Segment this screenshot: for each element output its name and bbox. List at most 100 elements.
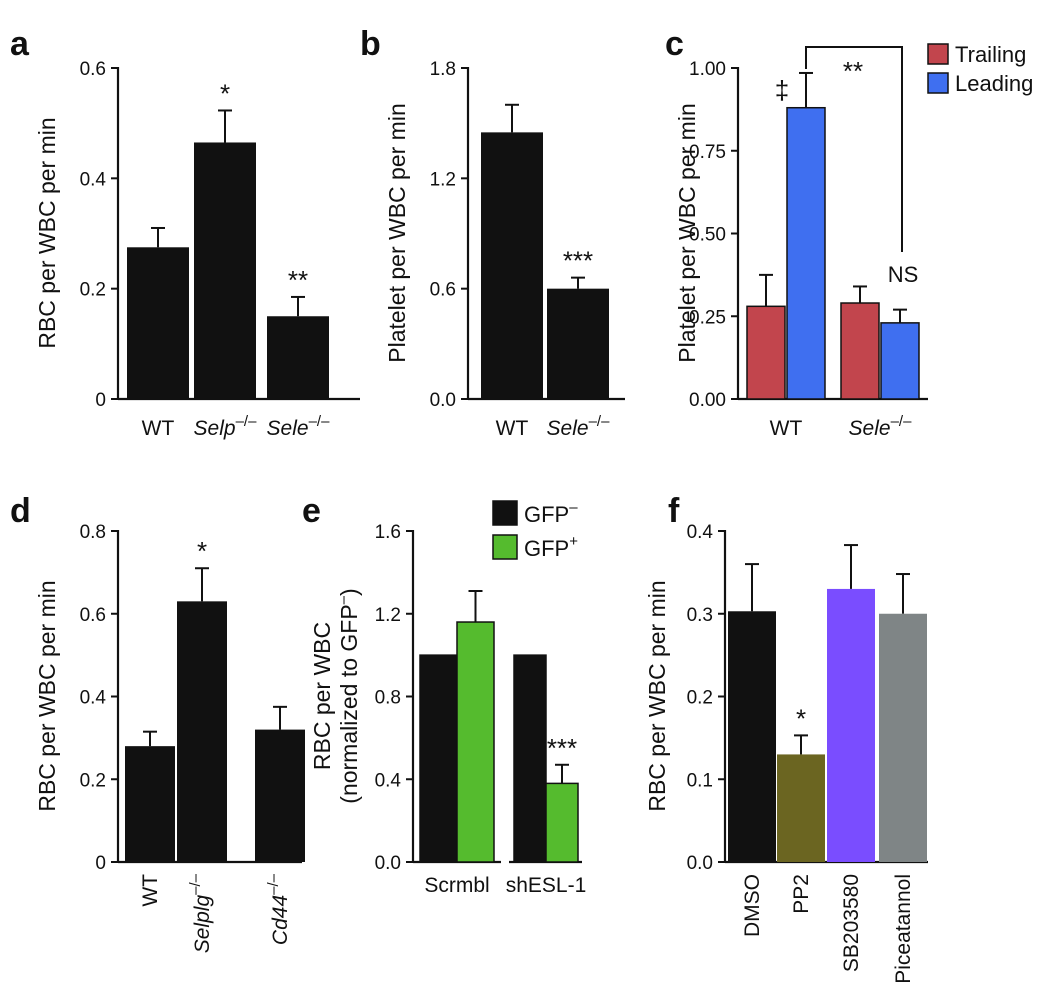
category-label-a: Sele–/–	[267, 413, 331, 440]
legend-label-gfp-pos: GFP+	[524, 533, 578, 561]
y-tick-label-c: 0.50	[689, 225, 726, 246]
panel-letter-e: e	[302, 492, 321, 530]
y-tick-label-c: 1.00	[689, 59, 726, 80]
category-label-b-sup: –/–	[589, 413, 611, 430]
category-label-a-text: WT	[142, 417, 175, 440]
bar-f	[879, 613, 927, 862]
y-tick-label-e: 0.8	[375, 688, 401, 709]
category-label-a: Selp–/–	[194, 413, 258, 440]
category-label-d-sup: –/–	[187, 873, 204, 895]
y-tick-label-f: 0.3	[687, 605, 713, 626]
panel-letter-d: d	[10, 492, 31, 530]
category-label-a-text: Sele	[267, 417, 309, 440]
y-tick-label-d: 0.8	[80, 522, 106, 543]
y-tick-label-d: 0	[95, 853, 106, 874]
category-label-f: DMSO	[741, 874, 764, 937]
y-axis-label-a: RBC per WBC per min	[34, 117, 60, 348]
category-label-d-sup: –/–	[265, 873, 282, 895]
category-label-a: WT	[142, 417, 175, 440]
significance-b: ***	[563, 246, 593, 276]
y-tick-label-f: 0.4	[687, 522, 714, 543]
y-tick-label-f: 0.2	[687, 688, 713, 709]
legend-swatch-gfp-pos	[492, 534, 518, 560]
legend-label-sup: –	[569, 499, 578, 516]
legend-swatch-gfp-neg	[492, 500, 518, 526]
bar-a	[267, 316, 329, 399]
y-axis-label-d: RBC per WBC per min	[34, 580, 60, 811]
y-tick-label-f: 0.0	[687, 853, 713, 874]
bar-c-leading	[880, 322, 920, 400]
y-tick-label-b: 1.8	[430, 59, 456, 80]
category-label-f: Piceatannol	[892, 874, 915, 984]
panel-e: e 0.0 0.4 0.8 1.2 1.6 RBC per WBC (normalized t…	[302, 492, 586, 897]
category-label-c: Sele–/–	[849, 413, 913, 440]
y-axis-label-e: RBC per WBC	[309, 622, 335, 770]
bar-d	[255, 729, 305, 862]
legend-label-sup: +	[569, 533, 578, 550]
panel-f: f 0.0 0.1 0.2 0.3 0.4 RBC per WBC per min DMSO *…	[644, 492, 928, 984]
bar-c-trailing	[746, 305, 786, 400]
panel-letter-a: a	[10, 25, 30, 63]
category-label-c-text: Sele	[849, 417, 891, 440]
y-tick-label-e: 0.4	[375, 770, 402, 791]
significance-c: **	[843, 56, 863, 86]
y-axis-label-e-sup: –	[335, 595, 352, 604]
category-label-d: WT	[139, 874, 162, 907]
significance-e: ***	[547, 733, 577, 763]
panel-b: b 0.0 0.6 1.2 1.8 Platelet per WBC per min WT *…	[360, 25, 625, 440]
category-label-c: WT	[770, 417, 803, 440]
legend-swatch-trailing	[927, 43, 949, 65]
legend-label-trailing: Trailing	[955, 42, 1026, 67]
y-tick-label-b: 0.0	[430, 390, 456, 411]
category-label-c-text: WT	[770, 417, 803, 440]
bar-a	[127, 247, 189, 399]
y-tick-label-a: 0.6	[80, 59, 106, 80]
category-label-a-sup: –/–	[236, 413, 258, 430]
y-tick-label-d: 0.4	[80, 688, 107, 709]
y-axis-label-c: Platelet per WBC per min	[674, 103, 700, 362]
y-tick-label-b: 0.6	[430, 280, 456, 301]
y-tick-label-c: 0.75	[689, 142, 726, 163]
y-tick-label-f: 0.1	[687, 770, 713, 791]
bar-d	[177, 601, 227, 862]
legend-label-text: GFP	[524, 536, 569, 561]
category-label-b-text: Sele	[547, 417, 589, 440]
y-tick-label-d: 0.6	[80, 605, 106, 626]
y-tick-label-b: 1.2	[430, 169, 456, 190]
legend-swatch-leading	[927, 72, 949, 94]
panel-c: c 0.00 0.25 0.50 0.75 1.00 Platelet per WBC pe…	[665, 25, 1033, 440]
bar-c-leading	[786, 106, 826, 400]
category-label-d-text: Cd44	[269, 895, 292, 945]
y-tick-label-a: 0	[95, 390, 106, 411]
category-label-d: Selplg–/–	[187, 873, 214, 953]
bar-c-trailing	[840, 302, 880, 400]
bar-b	[481, 132, 543, 399]
category-label-c-sup: –/–	[891, 413, 913, 430]
category-label-f: PP2	[790, 874, 813, 914]
bar-e-gfp-pos	[545, 782, 579, 863]
bar-e-gfp-neg	[419, 654, 458, 863]
significance-bracket	[805, 46, 903, 252]
category-label-b-text: WT	[496, 417, 529, 440]
y-tick-label-a: 0.2	[80, 280, 106, 301]
y-axis-label-e-end: )	[336, 588, 362, 596]
legend-label-leading: Leading	[955, 71, 1033, 96]
legend-c: Trailing Leading	[927, 42, 1033, 96]
y-axis-label-e-text: (normalized to GFP	[336, 604, 362, 803]
bar-b	[547, 288, 609, 399]
panel-d: d 0 0.2 0.4 0.6 0.8 RBC per WBC per min WT * Selp…	[10, 492, 305, 953]
category-label-e: shESL-1	[506, 874, 587, 897]
annotation-double-dagger: ‡	[775, 75, 789, 105]
annotation-ns: NS	[888, 262, 919, 287]
category-label-a-text: Selp	[194, 417, 236, 440]
significance-a: *	[220, 78, 230, 108]
y-axis-label-b: Platelet per WBC per min	[384, 103, 410, 362]
category-label-d-text: WT	[139, 874, 162, 907]
bar-e-gfp-pos	[456, 621, 495, 863]
category-label-e: Scrmbl	[424, 874, 489, 897]
category-label-b: WT	[496, 417, 529, 440]
bar-a	[194, 142, 256, 399]
significance-d: *	[197, 536, 207, 566]
